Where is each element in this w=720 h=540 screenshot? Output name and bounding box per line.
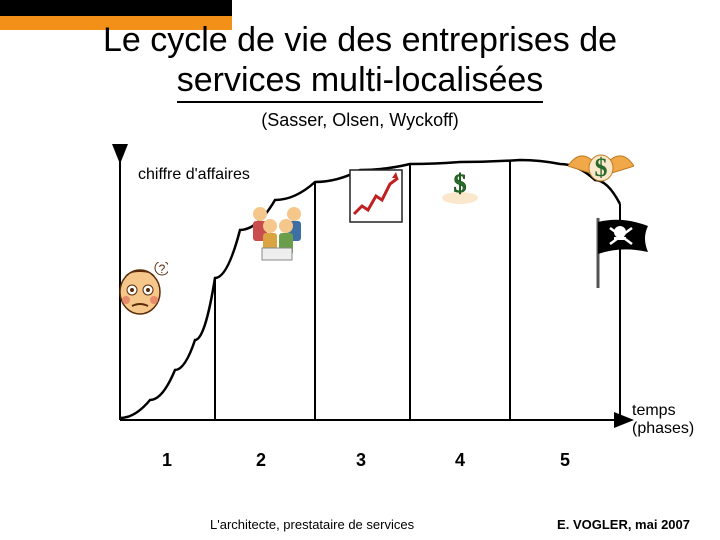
- dollar-wings-icon: $: [564, 142, 638, 196]
- phase-label-1: 1: [162, 450, 172, 471]
- svg-text:?: ?: [159, 262, 166, 276]
- phase-label-2: 2: [256, 450, 266, 471]
- footer-left: L'architecte, prestataire de services: [210, 517, 414, 532]
- svg-text:$: $: [454, 169, 467, 198]
- phase-label-5: 5: [560, 450, 570, 471]
- footer-right: E. VOGLER, mai 2007: [557, 517, 690, 532]
- page-title: Le cycle de vie des entreprises de servi…: [0, 20, 720, 100]
- header-strip-black: [0, 0, 232, 16]
- confused-face-icon: ?: [112, 262, 168, 318]
- phase-label-4: 4: [455, 450, 465, 471]
- title-line1: Le cycle de vie des entreprises de: [103, 21, 617, 59]
- people-group-icon: [242, 196, 312, 266]
- title-line2: services multi-localisées: [177, 61, 544, 103]
- x-axis-label: temps (phases): [632, 402, 694, 438]
- svg-text:$: $: [595, 153, 608, 182]
- dollar-plain-icon: $: [434, 158, 486, 210]
- phase-label-3: 3: [356, 450, 366, 471]
- page-subtitle: (Sasser, Olsen, Wyckoff): [0, 110, 720, 131]
- growth-chart-icon: [348, 168, 404, 224]
- pirate-flag-icon: [592, 218, 652, 288]
